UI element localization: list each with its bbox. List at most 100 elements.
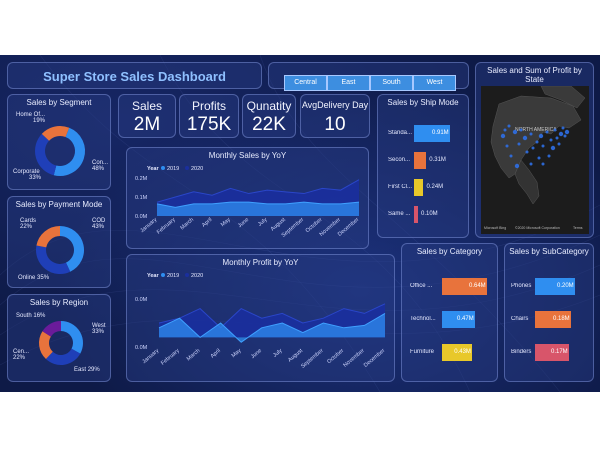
kpi-sales[interactable]: Sales 2M — [118, 94, 176, 138]
legend-label-2019[interactable]: 2019 — [167, 166, 179, 172]
subcategory-card[interactable]: Sales by SubCategory Phones 0.20M Chairs 0.… — [504, 243, 594, 382]
segment-slice-1[interactable] — [35, 133, 57, 176]
region-card[interactable]: Sales by Region South 16% West 33% Cen...… — [7, 294, 111, 382]
legend-marker-2019[interactable] — [161, 273, 165, 277]
region-slice-0[interactable] — [60, 321, 83, 354]
map-state-marker[interactable] — [541, 144, 545, 148]
region-label-central: Cen... 22% — [13, 349, 30, 361]
map-state-marker[interactable] — [519, 128, 523, 132]
category-category-label: Office ... — [410, 283, 433, 289]
map-state-marker[interactable] — [558, 131, 564, 137]
region-slice-2[interactable] — [39, 331, 54, 360]
state-map[interactable]: NORTH AMERICA Microsoft Bing ©2020 Micro… — [481, 86, 589, 234]
map-state-marker[interactable] — [522, 135, 528, 141]
region-slice-1[interactable] — [45, 348, 81, 365]
map-state-marker[interactable] — [557, 142, 561, 146]
x-tick-label: June — [250, 348, 263, 360]
map-state-marker[interactable] — [500, 133, 506, 139]
map-state-marker[interactable] — [525, 150, 529, 154]
map-state-marker[interactable] — [512, 129, 518, 135]
segment-slice-2[interactable] — [41, 126, 70, 142]
legend-label-2019[interactable]: 2019 — [167, 273, 179, 279]
map-state-marker[interactable] — [545, 130, 549, 134]
ship-bar[interactable] — [414, 152, 427, 169]
map-state-marker[interactable] — [529, 162, 533, 166]
map-state-marker[interactable] — [507, 124, 511, 128]
segment-slice-0[interactable] — [53, 127, 85, 176]
profit-line-2020[interactable] — [158, 303, 386, 329]
map-state-marker[interactable] — [547, 154, 551, 158]
legend-marker-2020[interactable] — [185, 273, 189, 277]
kpi-value: 10 — [324, 114, 346, 135]
map-state-marker[interactable] — [538, 133, 544, 139]
category-bar[interactable] — [442, 278, 487, 295]
slicer-central[interactable]: Central — [284, 75, 327, 91]
map-state-marker[interactable] — [549, 138, 553, 142]
map-state-marker[interactable] — [535, 140, 539, 144]
map-state-marker[interactable] — [531, 146, 535, 150]
payment-card[interactable]: Sales by Payment Mode Cards 22% COD 43% On… — [7, 196, 111, 288]
map-state-marker[interactable] — [509, 154, 513, 158]
ship-mode-card[interactable]: Sales by Ship Mode Standa... 0.91M Secon..… — [377, 94, 469, 238]
sales-area-2019[interactable] — [157, 202, 359, 216]
sales-line-2020[interactable] — [156, 179, 360, 203]
legend-marker-2019[interactable] — [161, 166, 165, 170]
subcategory-bar[interactable] — [535, 311, 571, 328]
map-state-marker[interactable] — [561, 126, 565, 130]
ship-bar[interactable] — [414, 125, 450, 142]
ship-bar[interactable] — [414, 179, 424, 196]
map-terms-link[interactable]: Terms — [573, 226, 583, 230]
category-bar[interactable] — [442, 311, 476, 328]
x-tick-label: August — [287, 348, 304, 364]
map-state-marker[interactable] — [529, 132, 533, 136]
category-card[interactable]: Sales by Category Office ... 0.64M Technol… — [401, 243, 498, 382]
slicer-south[interactable]: South — [370, 75, 413, 91]
payment-slice-2[interactable] — [36, 226, 61, 248]
segment-card[interactable]: Sales by Segment Home Of... 19% Con... 48%… — [7, 94, 111, 190]
legend-marker-2020[interactable] — [185, 166, 189, 170]
map-state-marker[interactable] — [505, 144, 509, 148]
payment-slice-0[interactable] — [59, 226, 84, 272]
map-state-marker[interactable] — [553, 128, 557, 132]
monthly-sales-card[interactable]: Monthly Sales by YoY Year 2019 2020 0.0M 0.1… — [126, 147, 369, 249]
region-donut[interactable] — [8, 295, 112, 383]
kpi-value: 22K — [252, 114, 286, 135]
ship-value-label: 0.91M — [432, 130, 449, 136]
kpi-profits[interactable]: Profits 175K — [179, 94, 239, 138]
map-state-marker[interactable] — [517, 142, 521, 146]
region-slicer: Central East South West — [268, 62, 469, 91]
segment-label-home-office: Home Of... 19% — [16, 112, 46, 124]
subcategory-bar[interactable] — [535, 344, 569, 361]
slicer-east[interactable]: East — [327, 75, 370, 91]
kpi-quantity[interactable]: Qunatity 22K — [242, 94, 296, 138]
map-state-marker[interactable] — [537, 156, 541, 160]
segment-donut[interactable] — [8, 95, 112, 191]
ship-bar[interactable] — [414, 206, 418, 223]
legend-label-2020[interactable]: 2020 — [191, 273, 203, 279]
legend-label-2020[interactable]: 2020 — [191, 166, 203, 172]
monthly-profit-card[interactable]: Monthly Profit by YoY Year 2019 2020 0.0M 0.… — [126, 254, 395, 382]
map-state-marker[interactable] — [541, 162, 545, 166]
profit-area-2019[interactable] — [159, 313, 385, 343]
map-state-marker[interactable] — [555, 136, 559, 140]
kpi-avg-delivery[interactable]: AvgDelivery Day 10 — [300, 94, 370, 138]
x-tick-label: February — [156, 217, 177, 236]
category-bar[interactable] — [442, 344, 473, 361]
map-state-marker[interactable] — [550, 145, 556, 151]
payment-donut[interactable] — [8, 197, 112, 289]
region-slice-3[interactable] — [42, 321, 62, 337]
slicer-west[interactable]: West — [413, 75, 456, 91]
profit-line-2019[interactable] — [158, 312, 386, 343]
subcategory-value-label: 0.18M — [553, 316, 570, 322]
ship-value-label: 0.31M — [429, 157, 446, 163]
payment-slice-1[interactable] — [36, 245, 71, 274]
map-state-marker[interactable] — [514, 163, 520, 169]
map-state-marker[interactable] — [564, 129, 570, 135]
subcategory-bar[interactable] — [535, 278, 575, 295]
map-state-marker[interactable] — [563, 134, 567, 138]
map-card[interactable]: Sales and Sum of Profit by State NORTH A… — [475, 62, 594, 238]
sales-line-2019[interactable] — [156, 201, 360, 208]
map-state-marker[interactable] — [503, 128, 507, 132]
